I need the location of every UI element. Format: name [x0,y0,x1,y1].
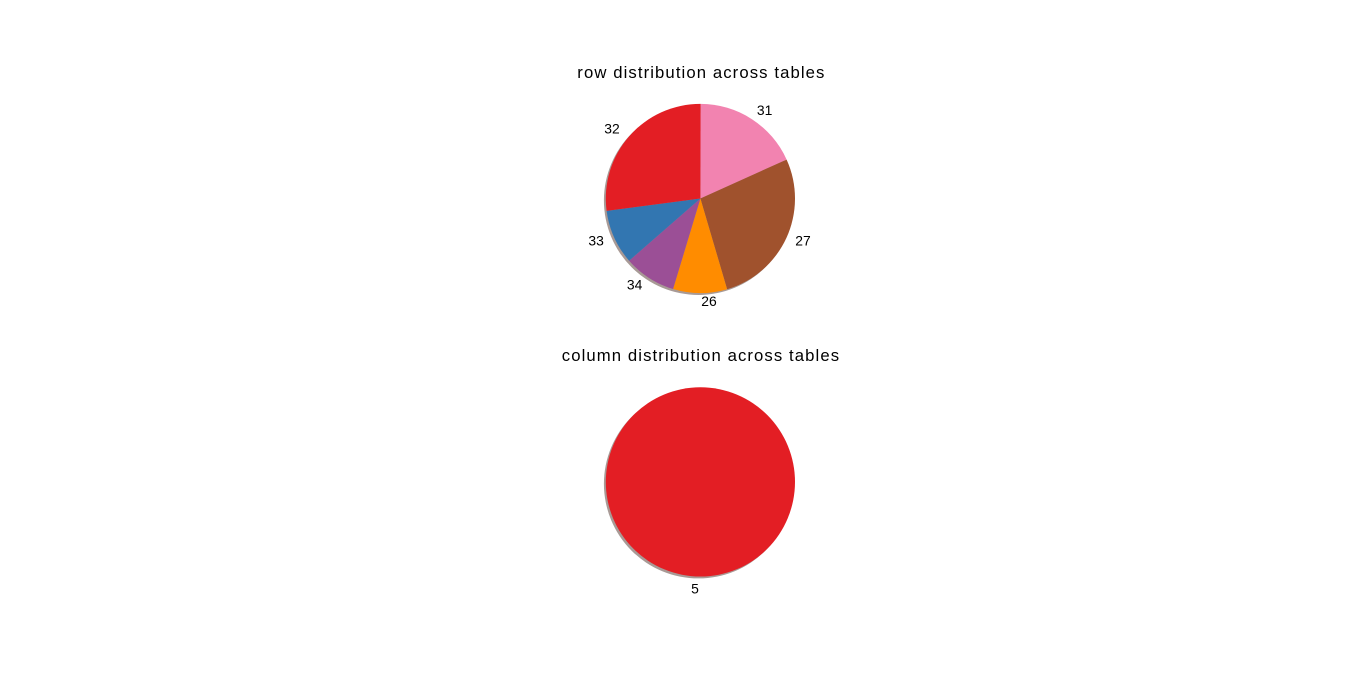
svg-text:26: 26 [701,293,717,309]
svg-text:34: 34 [627,276,643,292]
svg-text:row distribution across tables: row distribution across tables [577,63,825,82]
svg-text:5: 5 [691,581,699,597]
svg-text:33: 33 [588,232,604,248]
svg-text:27: 27 [795,232,811,248]
svg-text:31: 31 [757,102,773,118]
svg-text:32: 32 [604,121,620,137]
svg-text:column distribution across tab: column distribution across tables [562,346,840,365]
